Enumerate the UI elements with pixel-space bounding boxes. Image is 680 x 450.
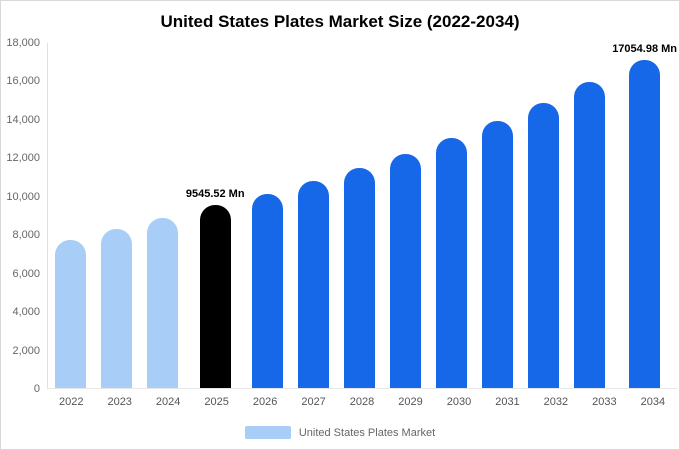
bar-slot-2030 — [428, 138, 474, 388]
x-axis-tick-label-2030: 2030 — [446, 396, 472, 408]
bar-slot-2028 — [336, 167, 382, 388]
x-axis-tick-label-2025: 2025 — [204, 396, 229, 408]
x-axis-tick-label-2023: 2023 — [107, 396, 132, 408]
x-axis-tick-label-2033: 2033 — [592, 396, 617, 408]
bar-value-label-2025: 9545.52 Mn — [185, 187, 245, 200]
y-axis-tick-label: 0 — [33, 383, 40, 395]
bar-2029 — [389, 153, 421, 388]
bar-2024 — [147, 217, 179, 388]
x-axis-tick-label-2029: 2029 — [398, 396, 423, 408]
bar-2034 — [629, 60, 661, 388]
y-axis-tick-label: 18,000 — [6, 37, 40, 49]
bar-slot-2024 — [140, 217, 186, 388]
bar-slot-2031 — [474, 120, 520, 388]
bar-2032 — [527, 102, 559, 388]
legend-swatch — [244, 426, 291, 439]
y-axis-tick-label: 8,000 — [12, 229, 40, 242]
y-axis-tick-label: 10,000 — [6, 190, 40, 203]
y-axis-tick-label: 12,000 — [6, 152, 40, 165]
x-axis-tick-label-2027: 2027 — [301, 396, 326, 408]
x-axis-tick-label-2032: 2032 — [543, 396, 569, 408]
bar-2023 — [101, 229, 133, 388]
bar-slot-2027 — [291, 181, 337, 388]
bar-2030 — [435, 138, 467, 388]
chart-title: United States Plates Market Size (2022-2… — [160, 12, 520, 31]
bar-2028 — [343, 167, 375, 388]
x-axis-tick-label-2031: 2031 — [495, 396, 520, 408]
x-axis-tick-label-2026: 2026 — [252, 396, 278, 408]
y-axis-tick-label: 4,000 — [12, 306, 40, 319]
bar-series: 9545.52 Mn 17054.98 Mn — [48, 43, 677, 388]
bar-2033 — [573, 82, 605, 388]
y-axis: 0 2,000 4,000 6,000 8,000 10,000 12,000 14,000 1… — [1, 37, 43, 395]
x-axis-tick-label-2034: 2034 — [640, 396, 666, 408]
bar-slot-2026 — [245, 193, 291, 388]
y-axis-tick-label: 16,000 — [6, 75, 40, 88]
x-axis-tick-label-2024: 2024 — [155, 396, 181, 408]
bar-slot-2022 — [48, 240, 94, 388]
bar-slot-2032 — [520, 102, 566, 388]
bar-2027 — [297, 181, 329, 388]
x-axis-tick-label-2028: 2028 — [349, 396, 375, 408]
y-axis-tick-label: 14,000 — [6, 113, 40, 126]
bar-slot-2029 — [382, 153, 428, 388]
bar-2026 — [252, 193, 284, 388]
bar-slot-2033 — [566, 82, 612, 388]
bar-2025 — [199, 204, 231, 388]
bar-2022 — [55, 240, 87, 388]
plot-area: 9545.52 Mn 17054.98 Mn — [47, 43, 677, 389]
x-axis: 2022 2023 2024 2025 2026 2027 2028 2029 2030 2031… — [47, 396, 677, 408]
y-axis-tick-label: 2,000 — [12, 344, 40, 357]
bar-slot-2025: 9545.52 Mn — [186, 188, 245, 388]
bar-slot-2023 — [94, 229, 140, 388]
bar-2031 — [481, 120, 513, 388]
bar-slot-2034: 17054.98 Mn — [612, 43, 677, 388]
bar-value-label-2034: 17054.98 Mn — [612, 43, 678, 56]
y-axis-tick-label: 6,000 — [12, 267, 40, 280]
x-axis-tick-label-2022: 2022 — [58, 396, 84, 408]
legend-label: United States Plates Market — [298, 426, 436, 439]
legend-item[interactable]: United States Plates Market — [1, 426, 679, 439]
